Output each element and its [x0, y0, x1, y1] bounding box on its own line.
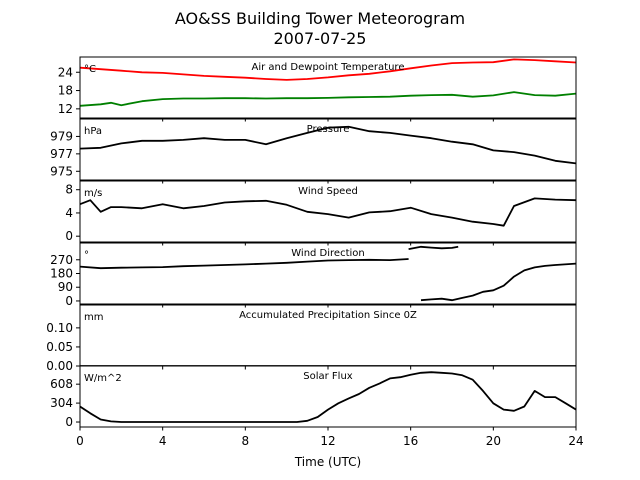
y-tick-label: 8 [65, 183, 73, 197]
y-tick-label: 0 [65, 229, 73, 243]
panel-accumulated-precipitation-since-0z: 0.00 0.05 0.10 Accumulated Precipitation Si… [46, 304, 577, 373]
y-tick-label: 0 [65, 294, 73, 308]
y-tick-label: 12 [58, 102, 73, 116]
panel-unit: m/s [84, 188, 102, 199]
series-line-2 [80, 91, 576, 107]
series-line-3 [420, 262, 576, 302]
series-line-1 [80, 125, 576, 165]
series-line-1 [80, 58, 576, 81]
panel-title: Pressure [307, 124, 350, 135]
panel-unit: °C [84, 64, 96, 75]
y-tick-label: 270 [50, 253, 73, 267]
series-line-1 [80, 371, 576, 423]
y-tick-label: 4 [65, 206, 73, 220]
x-tick-label: 0 [76, 434, 84, 448]
series-line-2 [408, 245, 459, 250]
series-line-1 [80, 197, 576, 227]
y-tick-label: 0.10 [46, 321, 73, 335]
x-tick-label: 4 [159, 434, 167, 448]
panel-title: Solar Flux [303, 371, 353, 382]
panel-unit: W/m^2 [84, 373, 122, 384]
y-tick-label: 304 [50, 396, 73, 410]
series-line-1 [80, 258, 409, 270]
panel-title: Wind Speed [298, 186, 358, 197]
y-tick-label: 979 [50, 129, 73, 143]
y-tick-label: 608 [50, 377, 73, 391]
x-axis-label: Time (UTC) [294, 455, 361, 469]
y-tick-label: 18 [58, 84, 73, 98]
y-tick-label: 24 [58, 65, 73, 79]
x-axis: 0 4 8 12 16 20 24 [76, 434, 583, 448]
panel-unit: hPa [84, 126, 102, 137]
y-tick-label: 977 [50, 147, 73, 161]
figure-title-line1: AO&SS Building Tower Meteorogram [175, 9, 465, 28]
y-tick-label: 90 [58, 280, 73, 294]
panel-pressure: 975 977 979 Pressure hPa [50, 118, 577, 184]
panel-solar-flux: 0 304 608 Solar Flux W/m^2 [50, 365, 577, 431]
panel-wind-speed: 0 4 8 Wind Speed m/s [65, 180, 577, 246]
x-tick-label: 16 [403, 434, 418, 448]
x-tick-label: 12 [320, 434, 335, 448]
panel-air-and-dewpoint-temperature: 12 18 24 Air and Dewpoint Temperature °C [58, 56, 577, 122]
panel-unit: mm [84, 312, 103, 323]
y-tick-label: 0.05 [46, 340, 73, 354]
panel-unit: ° [84, 250, 89, 261]
x-tick-label: 20 [486, 434, 501, 448]
panel-title: Air and Dewpoint Temperature [252, 62, 405, 73]
y-tick-label: 0 [65, 415, 73, 429]
y-tick-label: 0.00 [46, 359, 73, 373]
y-tick-label: 180 [50, 267, 73, 281]
x-tick-label: 24 [568, 434, 583, 448]
panel-title: Wind Direction [291, 248, 365, 259]
x-tick-label: 8 [242, 434, 250, 448]
figure-title-line2: 2007-07-25 [274, 29, 367, 48]
y-tick-label: 975 [50, 164, 73, 178]
panel-title: Accumulated Precipitation Since 0Z [239, 310, 417, 321]
